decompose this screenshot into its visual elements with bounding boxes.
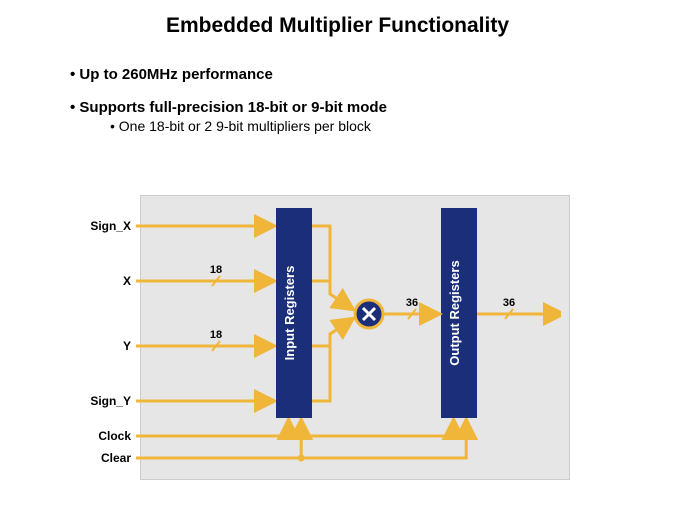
bus-width-y: 18 <box>210 329 222 341</box>
diagram-svg: Sign_X X 18 Y 18 Sign_Y Clock Clear Input Regist… <box>1 196 561 481</box>
signal-label-sign_y: Sign_Y <box>90 394 131 408</box>
signal-label-clear: Clear <box>101 451 131 465</box>
page-title: Embedded Multiplier Functionality <box>0 0 675 38</box>
bus-width-mult-out: 36 <box>406 297 418 309</box>
signal-label-clock: Clock <box>98 429 131 443</box>
bus-width-x: 18 <box>210 264 222 276</box>
bullet-list: Up to 260MHz performance Supports full-p… <box>70 66 675 134</box>
bullet-precision: Supports full-precision 18-bit or 9-bit … <box>70 99 675 116</box>
multiplier-diagram: Sign_XX18Y18Sign_YClockClearInput Regist… <box>140 195 570 480</box>
bullet-performance: Up to 260MHz performance <box>70 66 675 83</box>
signal-label-sign_x: Sign_X <box>90 219 131 233</box>
output-registers-block-label: Output Registers <box>447 260 462 365</box>
signal-label-x: X <box>123 274 131 288</box>
bullet-precision-sub: One 18-bit or 2 9-bit multipliers per bl… <box>110 118 675 134</box>
signal-label-y: Y <box>123 339 131 353</box>
input-registers-block-label: Input Registers <box>282 266 297 361</box>
bus-width-final-out: 36 <box>503 297 515 309</box>
